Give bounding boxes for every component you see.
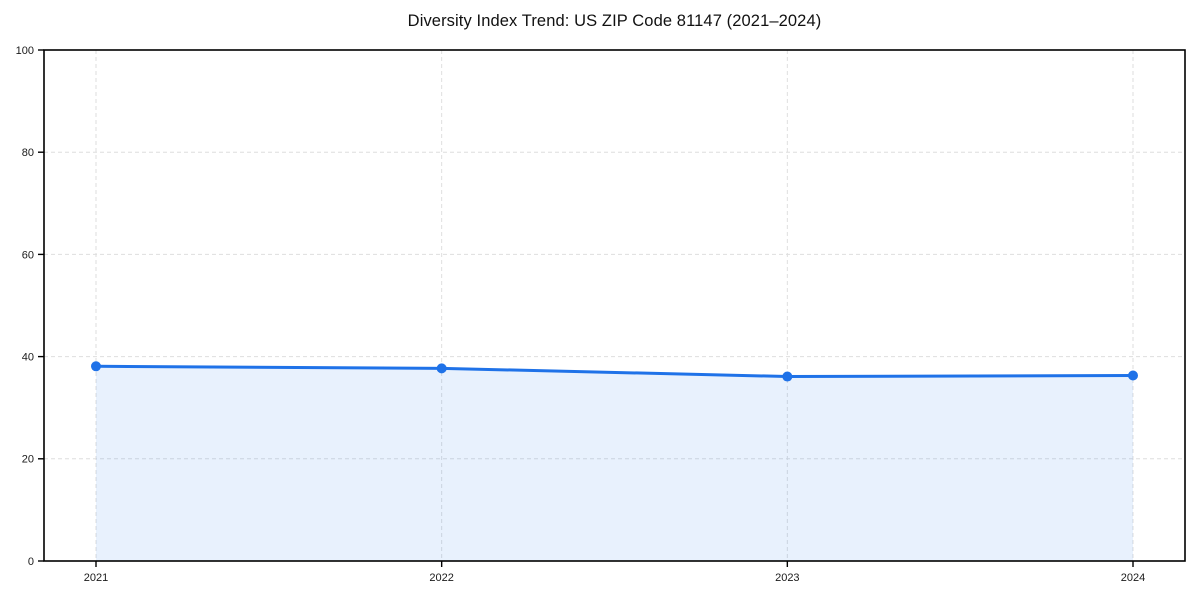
- y-tick-label: 80: [22, 147, 34, 159]
- data-point-marker: [436, 363, 447, 374]
- data-point-marker: [1128, 370, 1138, 381]
- chart-title: Diversity Index Trend: US ZIP Code 81147…: [407, 12, 822, 30]
- y-tick-label: 100: [16, 45, 34, 57]
- y-tick-label: 60: [22, 249, 34, 261]
- x-tick-label: 2023: [775, 572, 799, 584]
- data-point-marker: [782, 371, 793, 382]
- x-tick-label: 2021: [84, 572, 108, 584]
- y-tick-label: 0: [28, 556, 34, 568]
- area-fill: [96, 366, 1133, 561]
- y-tick-label: 40: [22, 351, 34, 363]
- trend-line: [94, 364, 1135, 379]
- x-tick-label: 2024: [1121, 572, 1145, 584]
- data-point-marker: [91, 361, 101, 372]
- plot-border: [43, 49, 1186, 562]
- x-tick-label: 2022: [429, 572, 453, 584]
- y-tick-label: 20: [22, 454, 34, 466]
